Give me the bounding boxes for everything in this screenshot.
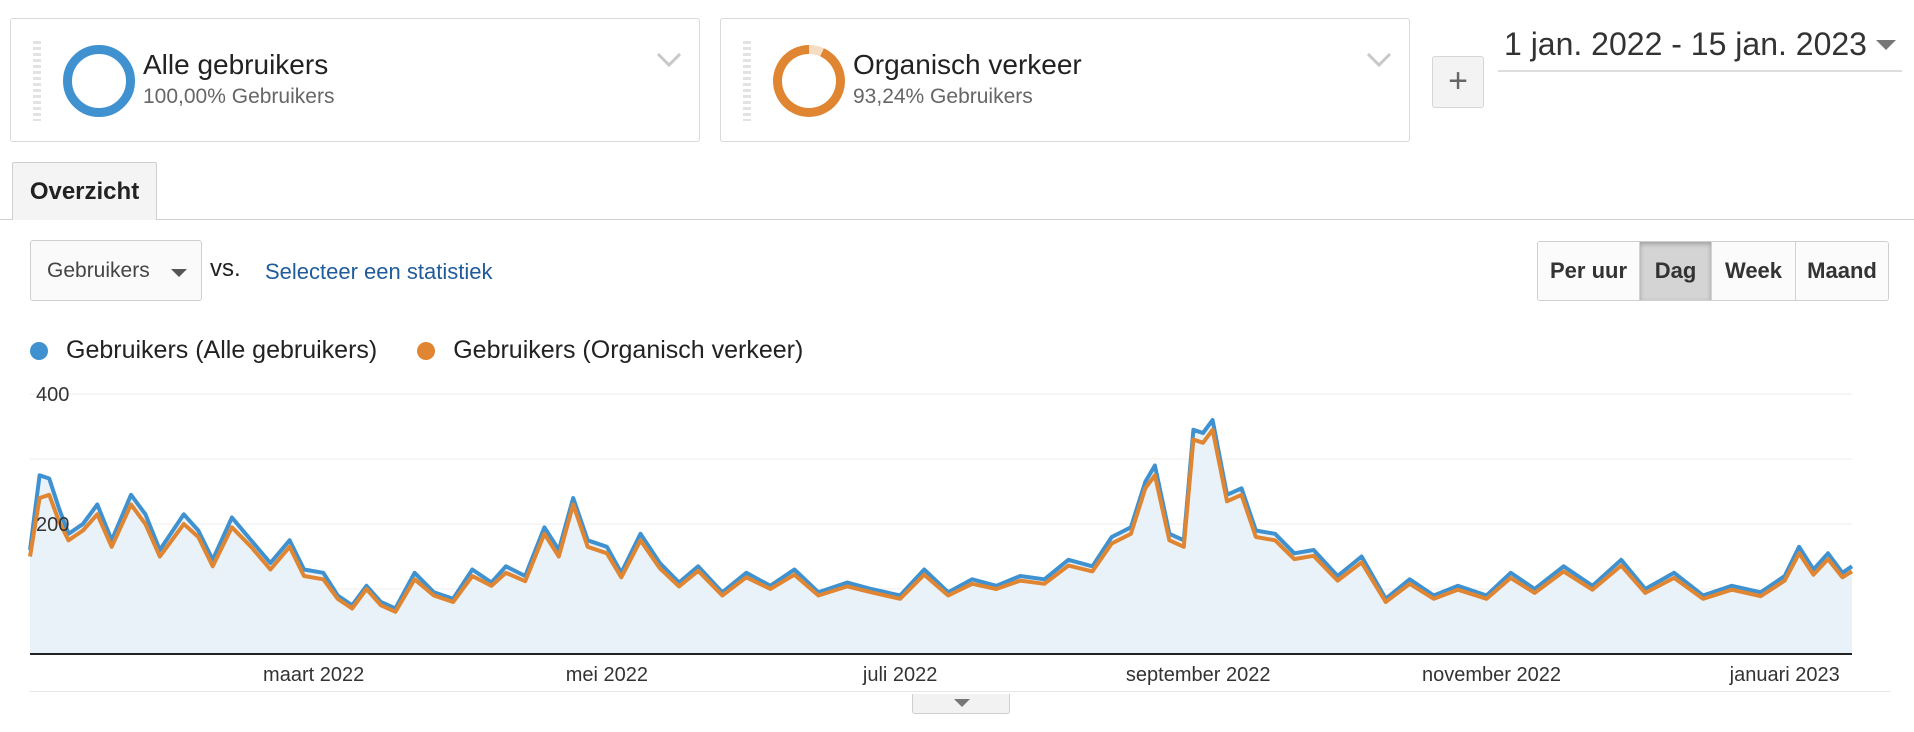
x-tick-label: mei 2022	[566, 664, 648, 686]
chevron-down-icon[interactable]	[1365, 49, 1393, 69]
series-area-0	[30, 420, 1852, 654]
caret-down-icon	[1876, 40, 1896, 50]
x-tick-label: september 2022	[1126, 664, 1271, 686]
period-button-week[interactable]: Week	[1712, 242, 1796, 300]
segment-card-organic[interactable]: Organisch verkeer 93,24% Gebruikers	[720, 18, 1410, 142]
period-button-day[interactable]: Dag	[1640, 242, 1712, 300]
legend-label-all-users[interactable]: Gebruikers (Alle gebruikers)	[66, 336, 378, 364]
segment-title: Organisch verkeer	[853, 49, 1082, 80]
x-tick-label: juli 2022	[862, 664, 938, 686]
caret-down-icon	[954, 699, 970, 707]
chart-expand-handle[interactable]	[912, 694, 1010, 714]
legend-label-organic[interactable]: Gebruikers (Organisch verkeer)	[453, 336, 804, 364]
y-tick-label: 400	[36, 384, 69, 406]
segment-donut-icon	[773, 45, 845, 117]
period-button-month[interactable]: Maand	[1796, 242, 1888, 300]
metric-dropdown-label: Gebruikers	[47, 259, 150, 282]
x-tick-label: januari 2023	[1729, 664, 1840, 686]
date-range-picker[interactable]: 1 jan. 2022 - 15 jan. 2023	[1498, 26, 1902, 72]
tab-divider	[0, 219, 1914, 220]
drag-handle-icon[interactable]	[33, 41, 41, 121]
date-range-text: 1 jan. 2022 - 15 jan. 2023	[1504, 26, 1867, 62]
series-line-1[interactable]	[28, 427, 1854, 614]
users-line-chart[interactable]: 400 200 maart 2022 mei 2022 juli 2022 septemb…	[0, 370, 1914, 692]
drag-handle-icon[interactable]	[743, 41, 751, 121]
chart-legend: Gebruikers (Alle gebruikers) Gebruikers …	[30, 336, 843, 365]
segment-donut-icon	[63, 45, 135, 117]
y-tick-label: 200	[36, 514, 69, 536]
x-tick-label: november 2022	[1422, 664, 1561, 686]
caret-down-icon	[171, 269, 187, 277]
add-segment-button[interactable]: +	[1432, 56, 1484, 108]
legend-dot-organic	[417, 341, 436, 360]
x-tick-label: maart 2022	[263, 664, 364, 686]
select-statistic-link[interactable]: Selecteer een statistiek	[265, 259, 493, 284]
legend-dot-all-users	[30, 341, 48, 360]
segment-subtitle: 100,00% Gebruikers	[143, 85, 335, 108]
segment-title: Alle gebruikers	[143, 49, 329, 80]
chevron-down-icon[interactable]	[655, 49, 683, 69]
segment-card-all-users[interactable]: Alle gebruikers 100,00% Gebruikers	[10, 18, 700, 142]
tab-overzicht[interactable]: Overzicht	[12, 162, 157, 220]
series-line-0[interactable]	[28, 418, 1854, 611]
segment-subtitle: 93,24% Gebruikers	[853, 85, 1033, 108]
period-toggle-group: Per uur Dag Week Maand	[1537, 241, 1889, 301]
period-button-hour[interactable]: Per uur	[1538, 242, 1640, 300]
vs-label: vs.	[210, 255, 241, 282]
metric-dropdown[interactable]: Gebruikers	[30, 240, 202, 301]
